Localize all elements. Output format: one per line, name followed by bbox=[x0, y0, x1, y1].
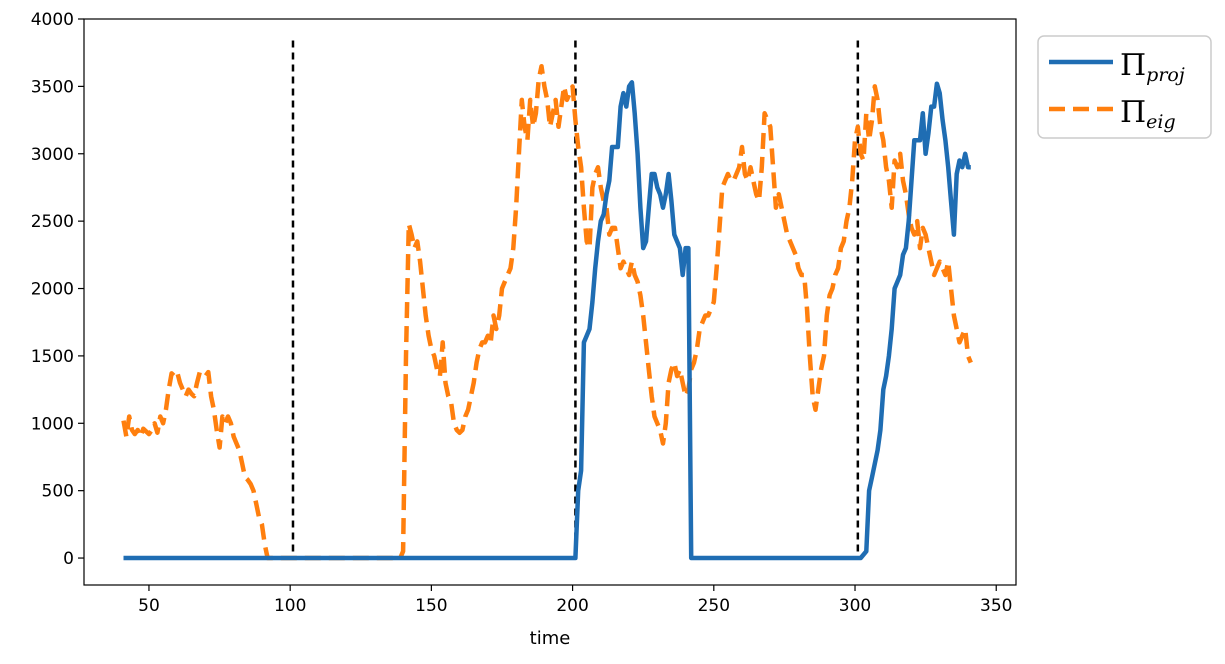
x-axis-label: time bbox=[530, 628, 571, 649]
axes: 50 100 150 200 250 300 35005001000150020002500… bbox=[31, 10, 1017, 616]
y-tick-label: 0 bbox=[63, 549, 74, 569]
legend: Πproj Πeig bbox=[1037, 35, 1212, 139]
series-line-proj bbox=[123, 80, 971, 561]
x-tick-label: 250 bbox=[698, 596, 730, 616]
plot-area bbox=[121, 40, 973, 561]
x-tick-label: 300 bbox=[839, 596, 871, 616]
x-tick-label: 50 bbox=[138, 596, 160, 616]
y-tick-label: 3500 bbox=[31, 77, 74, 97]
legend-label-eig: Πeig bbox=[1120, 95, 1176, 133]
axes-frame bbox=[83, 18, 1017, 586]
x-tick-label: 200 bbox=[556, 596, 588, 616]
x-tick-label: 100 bbox=[274, 596, 306, 616]
y-tick-label: 500 bbox=[42, 482, 74, 502]
legend-label-proj-symbol: Π bbox=[1120, 48, 1146, 83]
y-tick-label: 2000 bbox=[31, 280, 74, 300]
legend-label-eig-subscript: eig bbox=[1146, 111, 1175, 133]
y-tick-label: 1000 bbox=[31, 414, 74, 434]
legend-label-proj-subscript: proj bbox=[1146, 64, 1185, 86]
x-tick-label: 150 bbox=[415, 596, 447, 616]
legend-label-proj: Πproj bbox=[1120, 48, 1185, 86]
legend-label-eig-symbol: Π bbox=[1120, 95, 1146, 130]
x-tick-label: 350 bbox=[980, 596, 1012, 616]
y-tick-label: 1500 bbox=[31, 347, 74, 367]
y-tick-label: 3000 bbox=[31, 145, 74, 165]
y-tick-label: 2500 bbox=[31, 212, 74, 232]
y-tick-label: 4000 bbox=[31, 10, 74, 30]
